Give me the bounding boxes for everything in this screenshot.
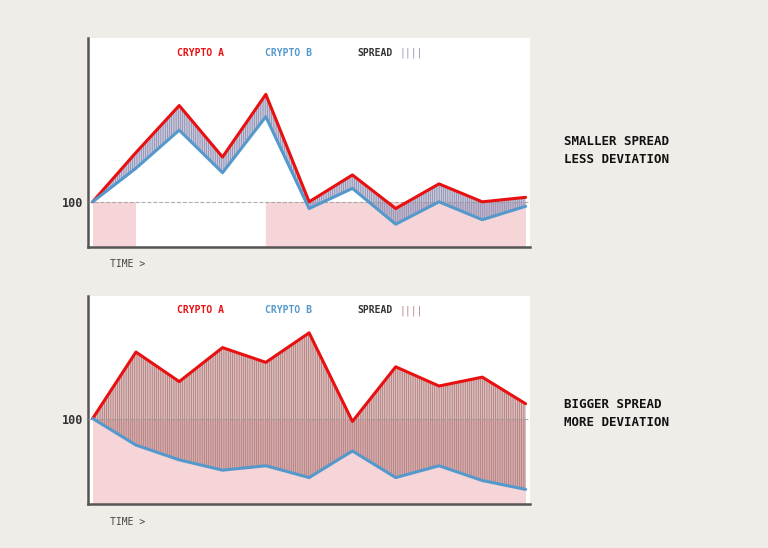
Text: ||||: |||| <box>399 305 423 316</box>
Text: BIGGER SPREAD
MORE DEVIATION: BIGGER SPREAD MORE DEVIATION <box>564 398 670 429</box>
Text: TIME >: TIME > <box>111 517 146 527</box>
Text: CRYPTO B: CRYPTO B <box>265 48 312 58</box>
Text: CRYPTO A: CRYPTO A <box>177 48 223 58</box>
Text: CRYPTO A: CRYPTO A <box>177 305 223 316</box>
Text: SMALLER SPREAD
LESS DEVIATION: SMALLER SPREAD LESS DEVIATION <box>564 135 670 166</box>
Text: SPREAD: SPREAD <box>358 48 393 58</box>
Text: SPREAD: SPREAD <box>358 305 393 316</box>
Text: CRYPTO B: CRYPTO B <box>265 305 312 316</box>
Text: ||||: |||| <box>399 48 423 58</box>
Text: TIME >: TIME > <box>111 259 146 269</box>
